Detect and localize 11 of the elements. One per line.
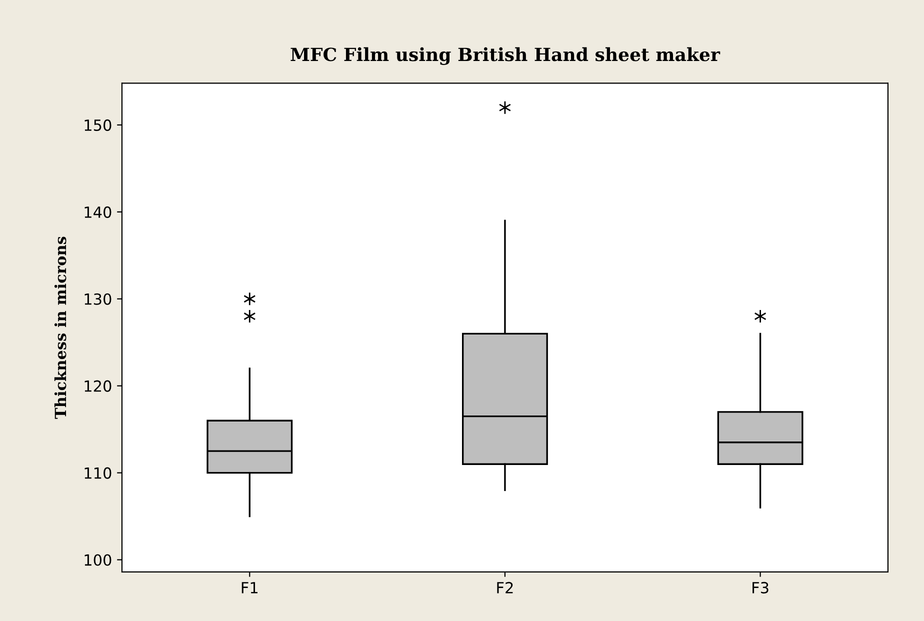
x-tick-label: F3 xyxy=(752,582,768,594)
y-tick-label: 140 xyxy=(84,206,112,218)
chart-title: MFC Film using British Hand sheet maker xyxy=(290,47,720,66)
y-tick-label: 110 xyxy=(84,467,112,479)
y-tick-label: 150 xyxy=(84,119,112,131)
y-axis-title: Thickness in microns xyxy=(54,236,66,419)
x-tick-label: F2 xyxy=(497,582,513,594)
y-tick-label: 100 xyxy=(84,554,112,566)
y-tick-label: 130 xyxy=(84,293,112,305)
y-tick-label: 120 xyxy=(84,380,112,392)
x-tick-label: F1 xyxy=(242,582,258,594)
